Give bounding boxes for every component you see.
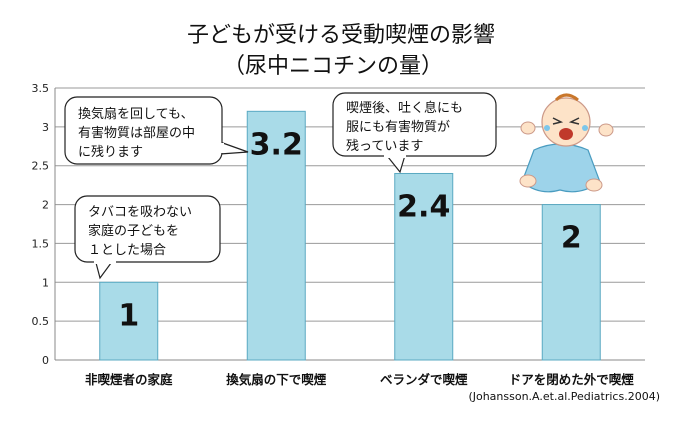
bars <box>99 110 601 361</box>
bubble-2-pointer <box>219 141 249 155</box>
baby-hair <box>554 93 579 102</box>
y-tick-label: 1.5 <box>32 237 50 250</box>
annotation-bubble-1: タバコを吸わない 家庭の子どもを １とした場合 <box>74 195 221 280</box>
baby-arm-left <box>520 121 536 135</box>
category-labels: 非喫煙者の家庭 換気扇の下で喫煙 ベランダで喫煙 ドアを閉めた外で喫煙 <box>85 372 634 387</box>
bar <box>394 172 454 361</box>
bubble-2-line-1: 換気扇を回しても、 <box>78 106 194 122</box>
x-category-label: ベランダで喫煙 <box>380 372 468 387</box>
y-tick-label: 0.5 <box>32 315 50 328</box>
source-citation: (Johansson.A.et.al.Pediatrics.2004) <box>468 390 660 403</box>
data-label: 2.4 <box>397 189 450 224</box>
data-label: 2 <box>561 221 582 256</box>
bubble-1-box <box>74 195 221 263</box>
bubble-3-line-1: 喫煙後、吐く息にも <box>346 100 463 116</box>
bar <box>99 281 159 361</box>
bubble-3-box <box>332 92 497 157</box>
baby-tear-right <box>582 125 588 131</box>
baby-foot-right <box>585 178 603 192</box>
x-category-label: 換気扇の下で喫煙 <box>226 372 327 387</box>
bubble-3-line-3: 残っています <box>346 139 423 154</box>
chart-subtitle: （尿中ニコチンの量） <box>223 54 443 79</box>
baby-head <box>541 97 591 147</box>
data-label: 1 <box>118 298 139 333</box>
x-category-label: 非喫煙者の家庭 <box>85 372 173 387</box>
bubble-3-line-2: 服にも有害物質が <box>346 119 450 135</box>
y-tick-label: 2.5 <box>32 160 50 173</box>
bar <box>541 204 601 361</box>
baby-foot-left <box>519 174 537 188</box>
chart-title: 子どもが受ける受動喫煙の影響 <box>187 23 495 48</box>
baby-eye-right <box>568 117 580 125</box>
baby-tear-left <box>544 125 550 131</box>
bar <box>246 110 306 361</box>
data-labels: 1 3.2 2.4 2 <box>118 127 581 333</box>
y-axis-ticks: 0 0.5 1 1.5 2 2.5 3 3.5 <box>32 82 50 367</box>
baby-eye-left <box>552 117 564 125</box>
y-tick-label: 1 <box>42 276 49 289</box>
bubble-2-line-2: 有害物質は部屋の中 <box>78 125 195 141</box>
bubble-2-box <box>64 96 223 165</box>
crying-baby-icon <box>519 93 614 193</box>
bubble-1-line-1: タバコを吸わない <box>88 205 192 220</box>
data-label: 3.2 <box>250 127 303 162</box>
annotation-bubble-2: 換気扇を回しても、 有害物質は部屋の中 に残ります <box>64 96 249 165</box>
y-tick-label: 0 <box>42 354 49 367</box>
y-tick-label: 3.5 <box>32 82 50 95</box>
y-tick-label: 2 <box>42 199 49 212</box>
baby-arm-right <box>598 123 614 137</box>
baby-mouth <box>559 128 573 140</box>
bubble-2-line-3: に残ります <box>78 145 143 160</box>
y-tick-label: 3 <box>42 121 49 134</box>
x-category-label: ドアを閉めた外で喫煙 <box>509 372 635 387</box>
annotation-bubble-3: 喫煙後、吐く息にも 服にも有害物質が 残っています <box>332 92 497 174</box>
bubble-1-line-2: 家庭の子どもを <box>88 223 179 239</box>
bubble-1-line-3: １とした場合 <box>88 243 166 258</box>
